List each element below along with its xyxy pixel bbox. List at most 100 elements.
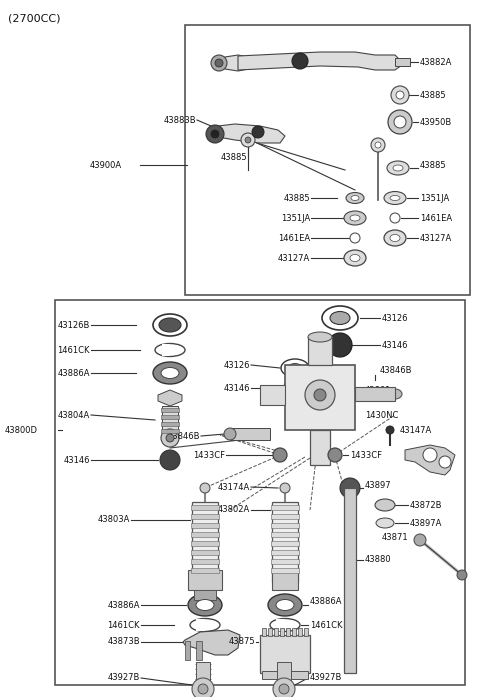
- Bar: [191, 559, 219, 564]
- Circle shape: [245, 137, 251, 143]
- Text: 43950B: 43950B: [420, 118, 452, 126]
- Bar: [161, 429, 179, 433]
- Ellipse shape: [350, 254, 360, 261]
- Ellipse shape: [393, 165, 403, 171]
- Ellipse shape: [387, 161, 409, 175]
- Bar: [192, 502, 218, 582]
- Ellipse shape: [268, 594, 302, 616]
- Circle shape: [160, 450, 180, 470]
- Ellipse shape: [161, 367, 179, 378]
- Bar: [271, 532, 299, 537]
- Bar: [196, 662, 210, 687]
- Bar: [191, 523, 219, 528]
- Circle shape: [215, 59, 223, 67]
- Bar: [161, 415, 179, 419]
- Circle shape: [200, 483, 210, 493]
- Text: 43146: 43146: [382, 341, 408, 349]
- Text: 43883B: 43883B: [163, 116, 196, 125]
- Ellipse shape: [344, 250, 366, 266]
- Bar: [298, 628, 302, 636]
- Text: 1351JA: 1351JA: [281, 213, 310, 222]
- Bar: [262, 671, 308, 679]
- Bar: [271, 550, 299, 555]
- Text: 43875: 43875: [228, 638, 255, 647]
- Bar: [276, 619, 285, 631]
- Text: 43126: 43126: [224, 360, 250, 369]
- Circle shape: [394, 116, 406, 128]
- Bar: [271, 559, 299, 564]
- Text: 43897A: 43897A: [410, 519, 443, 528]
- Circle shape: [241, 133, 255, 147]
- Ellipse shape: [270, 618, 300, 631]
- Circle shape: [414, 534, 426, 546]
- Ellipse shape: [350, 215, 360, 221]
- Text: (2700CC): (2700CC): [8, 13, 60, 23]
- Circle shape: [192, 678, 214, 697]
- Ellipse shape: [375, 499, 395, 511]
- Circle shape: [371, 138, 385, 152]
- Circle shape: [273, 678, 295, 697]
- Circle shape: [252, 126, 264, 138]
- Text: 43871: 43871: [382, 533, 408, 542]
- Bar: [188, 570, 222, 590]
- Circle shape: [328, 333, 352, 357]
- Polygon shape: [158, 390, 182, 406]
- Bar: [191, 532, 219, 537]
- Circle shape: [350, 233, 360, 243]
- Text: 43801: 43801: [365, 385, 392, 395]
- Bar: [191, 514, 219, 519]
- Circle shape: [391, 86, 409, 104]
- Bar: [292, 628, 296, 636]
- Text: 43927B: 43927B: [310, 673, 342, 682]
- Bar: [55, 300, 465, 685]
- Ellipse shape: [188, 594, 222, 616]
- Bar: [304, 628, 308, 636]
- Bar: [191, 550, 219, 555]
- Bar: [191, 541, 219, 546]
- Text: 43127A: 43127A: [420, 233, 452, 243]
- Text: 43897: 43897: [365, 480, 392, 489]
- Ellipse shape: [159, 318, 181, 332]
- Text: 43873B: 43873B: [108, 638, 140, 647]
- Text: 43885: 43885: [420, 91, 446, 100]
- Bar: [280, 628, 284, 636]
- Text: 1433CF: 1433CF: [193, 450, 225, 459]
- Circle shape: [273, 448, 287, 462]
- Text: 43174A: 43174A: [218, 482, 250, 491]
- Ellipse shape: [384, 230, 406, 246]
- Circle shape: [396, 91, 404, 99]
- Bar: [272, 502, 298, 582]
- Circle shape: [375, 142, 381, 148]
- Text: 43127A: 43127A: [278, 254, 310, 263]
- Polygon shape: [196, 641, 202, 660]
- Text: 43147A: 43147A: [400, 425, 432, 434]
- Text: 1351JA: 1351JA: [420, 194, 449, 203]
- Bar: [285, 365, 355, 430]
- Text: 43885: 43885: [283, 194, 310, 203]
- Circle shape: [439, 456, 451, 468]
- Ellipse shape: [330, 312, 350, 325]
- Circle shape: [388, 110, 412, 134]
- Ellipse shape: [155, 344, 185, 356]
- Text: 43885: 43885: [221, 153, 248, 162]
- Text: 43900A: 43900A: [90, 160, 122, 169]
- Bar: [260, 385, 285, 405]
- Circle shape: [457, 570, 467, 580]
- Ellipse shape: [288, 364, 302, 372]
- Ellipse shape: [390, 234, 400, 241]
- Bar: [230, 428, 270, 440]
- Text: 43886A: 43886A: [310, 597, 343, 606]
- Text: 43846B: 43846B: [380, 365, 412, 374]
- Circle shape: [390, 213, 400, 223]
- Text: 1461EA: 1461EA: [420, 213, 452, 222]
- Bar: [272, 570, 298, 590]
- Text: 43803A: 43803A: [97, 516, 130, 525]
- Polygon shape: [183, 630, 240, 655]
- Text: 1461CK: 1461CK: [310, 620, 343, 629]
- Ellipse shape: [308, 332, 332, 342]
- Text: 1430NC: 1430NC: [365, 411, 398, 420]
- Bar: [271, 568, 299, 573]
- Circle shape: [328, 448, 342, 462]
- Bar: [308, 337, 332, 365]
- Text: 43885: 43885: [420, 160, 446, 169]
